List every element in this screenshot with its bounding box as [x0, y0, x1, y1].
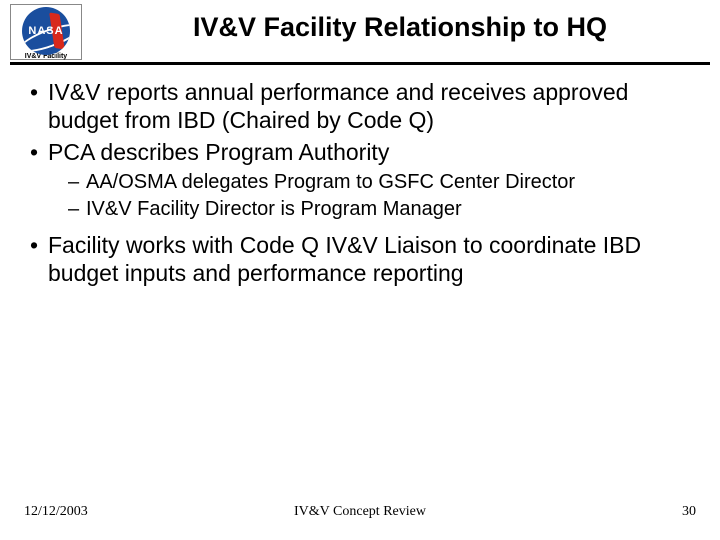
bullet-text: AA/OSMA delegates Program to GSFC Center… [86, 171, 575, 193]
sub-bullet-item: AA/OSMA delegates Program to GSFC Center… [18, 170, 700, 194]
slide-body: IV&V reports annual performance and rece… [18, 78, 700, 291]
bullet-text: PCA describes Program Authority [48, 139, 389, 165]
bullet-item: Facility works with Code Q IV&V Liaison … [18, 231, 700, 287]
bullet-text: IV&V Facility Director is Program Manage… [86, 198, 462, 220]
title-rule [10, 62, 710, 65]
bullet-item: PCA describes Program Authority [18, 138, 700, 166]
footer-title: IV&V Concept Review [24, 504, 696, 520]
nasa-meatball-icon: NASA [22, 7, 70, 55]
footer-page-number: 30 [682, 504, 696, 520]
slide-title: IV&V Facility Relationship to HQ [100, 12, 700, 43]
sub-bullet-item: IV&V Facility Director is Program Manage… [18, 197, 700, 221]
bullet-text: Facility works with Code Q IV&V Liaison … [48, 232, 641, 286]
nasa-logo: NASA IV&V Facility [10, 4, 82, 60]
nasa-logo-text: NASA [22, 25, 70, 37]
bullet-item: IV&V reports annual performance and rece… [18, 78, 700, 134]
bullet-text: IV&V reports annual performance and rece… [48, 79, 628, 133]
